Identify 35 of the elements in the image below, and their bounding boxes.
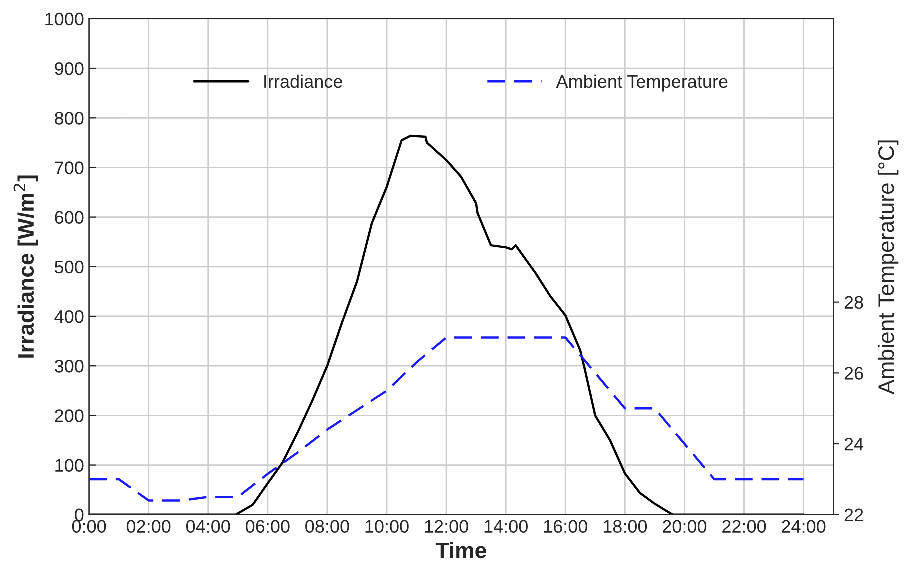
y-tick-label: 600 (55, 211, 84, 224)
x-tick-label: 04:00 (186, 520, 230, 533)
y2-tick-label: 28 (844, 296, 864, 310)
y-tick-label: 200 (55, 410, 84, 422)
y2-tick-label: 24 (844, 438, 864, 451)
line-series (89, 336, 805, 502)
x-tick-label: 08:00 (306, 520, 350, 533)
x-tick-label: 12:00 (425, 520, 468, 533)
line-series (89, 134, 805, 515)
y-tick-label: 800 (55, 112, 84, 125)
y-tick-label: 100 (56, 459, 84, 472)
x-axis-title: Time (436, 542, 486, 558)
x-tick-label: 02:00 (126, 520, 171, 533)
y-tick-label: 300 (54, 360, 84, 373)
legend-label: Irradiance (264, 74, 342, 88)
y-tick-label: 400 (54, 310, 84, 324)
x-tick-label: 10:00 (366, 520, 409, 533)
y-tick-label: 700 (55, 162, 84, 174)
x-tick-label: 24:00 (782, 520, 826, 533)
x-tick-label: 14:00 (484, 520, 528, 533)
y2-axis-title: Ambient Temperature [°C] (878, 140, 899, 395)
y2-tick-label: 26 (844, 367, 864, 380)
y-tick-label: 900 (55, 62, 84, 76)
y-tick-label: 1000 (46, 12, 84, 26)
x-tick-label: 0:00 (72, 520, 106, 533)
x-tick-label: 22:00 (722, 520, 766, 533)
y2-tick-label: 22 (844, 508, 864, 522)
x-tick-label: 06:00 (246, 520, 290, 533)
legend-label: Ambient Temperature (556, 74, 728, 92)
y-tick-label: 500 (55, 260, 84, 274)
x-tick-label: 20:00 (663, 520, 707, 533)
y-axis-title: Irradiance [W/m$^{2}$] (14, 176, 38, 358)
x-tick-label: 16:00 (544, 520, 588, 533)
y-tick-label: 0 (75, 508, 84, 522)
x-tick-label: 18:00 (604, 520, 648, 533)
